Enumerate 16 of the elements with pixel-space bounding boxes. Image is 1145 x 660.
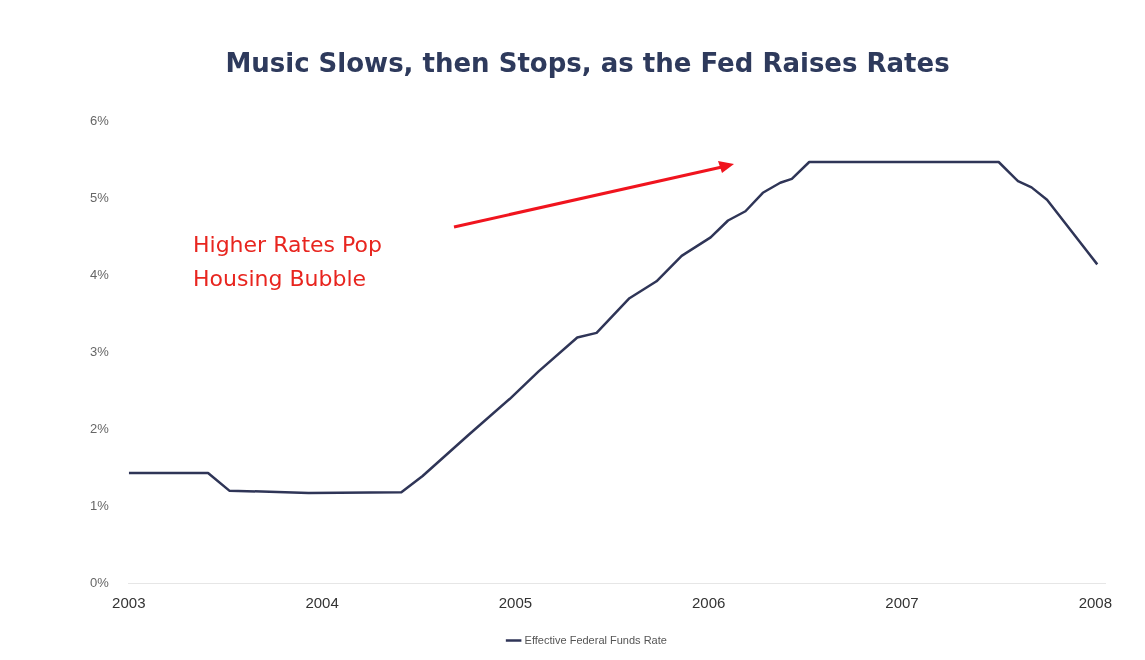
y-tick-label: 3% bbox=[89, 343, 110, 359]
x-tick-label: 2003 bbox=[112, 594, 146, 612]
x-tick-label: 2007 bbox=[885, 594, 919, 612]
x-tick-label: 2005 bbox=[498, 594, 533, 612]
legend-label: Effective Federal Funds Rate bbox=[524, 633, 667, 646]
y-tick-label: 4% bbox=[89, 266, 110, 282]
y-tick-label: 2% bbox=[89, 420, 110, 436]
x-tick-label: 2004 bbox=[305, 594, 339, 612]
chart-title: Music Slows, then Stops, as the Fed Raises Rates bbox=[225, 48, 950, 79]
y-tick-label: 0% bbox=[89, 574, 110, 590]
x-tick-label: 2006 bbox=[692, 594, 726, 612]
y-tick-label: 1% bbox=[89, 497, 110, 513]
annotation: Higher Rates Pop Housing Bubble bbox=[193, 231, 383, 293]
y-tick-label: 5% bbox=[89, 189, 110, 205]
y-tick-label: 6% bbox=[89, 112, 110, 128]
x-tick-label: 2008 bbox=[1078, 594, 1113, 612]
